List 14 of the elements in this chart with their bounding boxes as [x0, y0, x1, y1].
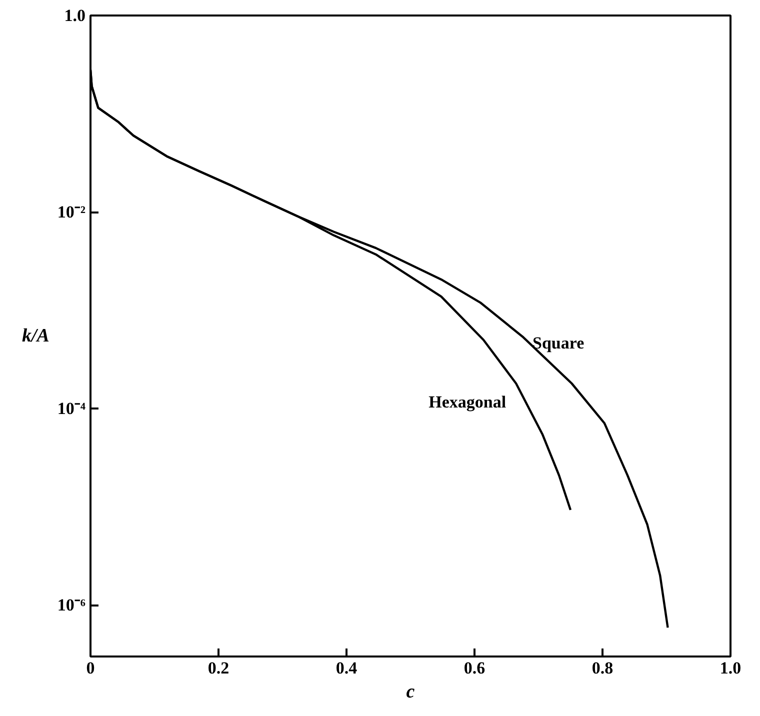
x-axis-title: c	[406, 682, 416, 702]
x-tick-label: 0.8	[592, 658, 614, 678]
x-tick-label: 1.0	[720, 658, 742, 678]
x-tick-label: 0.2	[208, 658, 230, 678]
x-tick-label: 0.6	[464, 658, 486, 678]
y-axis-title: k/A	[22, 326, 50, 346]
x-tick-label: 0.4	[336, 658, 358, 678]
y-tick-label: 10⁻⁶	[57, 596, 86, 615]
y-tick-label: 10⁻⁴	[57, 399, 86, 418]
series-label: Square	[532, 334, 585, 353]
series-label: Hexagonal	[428, 392, 506, 412]
y-tick-label: 1.0	[64, 6, 86, 25]
y-tick-label: 10⁻²	[57, 202, 86, 222]
x-tick-label: 0	[86, 658, 95, 678]
